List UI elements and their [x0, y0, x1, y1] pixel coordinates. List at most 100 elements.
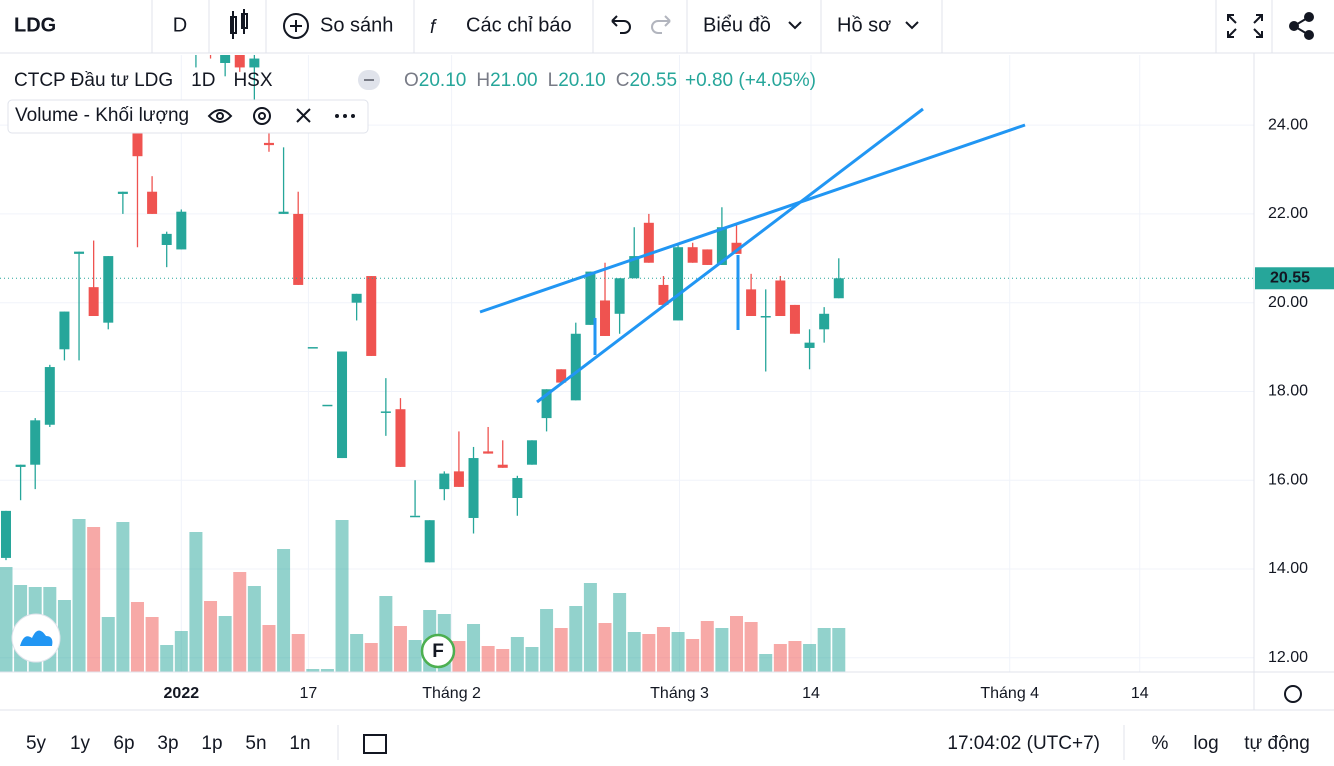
candle-body: [424, 520, 435, 563]
candle-body: [658, 284, 669, 305]
volume-bar: [613, 593, 627, 672]
volume-bar: [393, 626, 407, 672]
compare-icon[interactable]: [283, 13, 309, 39]
settings[interactable]: [1284, 685, 1302, 703]
ohlc-key: L: [548, 70, 559, 91]
candle-body: [643, 222, 654, 263]
candle-body: [263, 142, 274, 146]
candle-body: [103, 256, 114, 323]
volume-bar: [496, 649, 510, 672]
volume-bar: [481, 646, 495, 672]
log-toggle[interactable]: log: [1193, 733, 1218, 754]
auto-toggle[interactable]: tự động: [1244, 733, 1310, 754]
candle-body: [0, 510, 11, 558]
percent-toggle[interactable]: %: [1152, 733, 1169, 754]
redo[interactable]: [651, 15, 671, 34]
volume-bar: [700, 621, 714, 672]
candle-body: [716, 227, 727, 265]
ohlc-legend: O20.10 H21.00 L20.10 C20.55 +0.80 (+4.05%): [404, 70, 816, 91]
logo-cloud: [20, 630, 53, 646]
candle-body: [541, 389, 552, 419]
candle-body: [600, 300, 611, 336]
candle-body: [293, 213, 304, 285]
candle-icon[interactable]: [230, 9, 248, 39]
volume-bar: [277, 549, 291, 672]
candle-body: [512, 478, 523, 498]
candle-body: [629, 256, 640, 279]
range-button[interactable]: 1y: [70, 733, 91, 754]
chevron: [905, 21, 919, 30]
volume-bar: [525, 647, 539, 672]
clock: 17:04:02 (UTC+7): [947, 733, 1100, 754]
volume-bar: [0, 567, 13, 672]
fullscreen[interactable]: [1227, 14, 1263, 38]
candle-body: [132, 129, 143, 157]
volume-bar: [204, 601, 218, 672]
event-marker[interactable]: [420, 633, 456, 669]
candle-body: [44, 367, 55, 425]
volume-bar: [817, 628, 831, 672]
range-button[interactable]: 1p: [201, 733, 222, 754]
volume-bar: [671, 632, 685, 672]
volume-bar: [350, 634, 364, 672]
volume-bar: [247, 586, 261, 672]
volume-bar: [335, 520, 349, 672]
volume-bar: [803, 644, 817, 672]
volume-bar: [379, 596, 393, 672]
candle-body: [322, 404, 333, 407]
interval[interactable]: D: [173, 14, 187, 36]
candle-body: [760, 316, 771, 318]
candle-body: [74, 251, 85, 254]
ohlc-value: 20.55: [629, 70, 677, 91]
candle-body: [702, 249, 713, 265]
volume-bar: [686, 639, 700, 672]
indicators-button[interactable]: Các chỉ báo: [466, 14, 572, 36]
compare-button[interactable]: So sánh: [320, 14, 393, 36]
volume-bar: [72, 519, 86, 672]
share[interactable]: [1289, 12, 1314, 40]
interval: 1D: [191, 70, 215, 91]
candle-body: [366, 276, 377, 356]
candle-body: [453, 471, 464, 487]
volume-bar: [773, 644, 787, 672]
candle-body: [410, 515, 421, 518]
candle-body: [819, 313, 830, 330]
candle-body: [351, 293, 362, 303]
y-tick-label: 12.00: [1268, 649, 1308, 666]
trend-lines[interactable]: [479, 107, 1026, 404]
ohlc-value: 20.10: [419, 70, 467, 91]
range-button[interactable]: 5y: [26, 733, 47, 754]
indicator-icons[interactable]: [207, 107, 311, 125]
candle-body: [88, 287, 99, 317]
ohlc-key: H: [476, 70, 490, 91]
last-price-badge: [1255, 267, 1334, 290]
ohlc-value: 20.10: [558, 70, 606, 91]
candle-body: [585, 271, 596, 325]
range-button[interactable]: 5n: [245, 733, 266, 754]
candle-body: [497, 464, 508, 468]
y-tick-label: 24.00: [1268, 116, 1308, 133]
x-tick-label: Tháng 3: [650, 685, 709, 702]
volume-bar: [87, 527, 101, 672]
candle-body: [673, 247, 684, 321]
date-range-icon[interactable]: [363, 734, 387, 754]
symbol[interactable]: LDG: [14, 14, 56, 36]
y-tick-label: 20.00: [1268, 294, 1308, 311]
volume-bar: [145, 617, 159, 672]
undo[interactable]: [611, 15, 631, 34]
volume-bar: [408, 640, 422, 672]
candle-body: [380, 411, 391, 413]
candle-body: [176, 211, 187, 250]
ohlc-value: 21.00: [490, 70, 538, 91]
range-button[interactable]: 6p: [113, 733, 134, 754]
volume-bar: [101, 617, 115, 672]
range-button[interactable]: 1n: [289, 733, 310, 754]
candle-body: [804, 342, 815, 348]
candle-body: [161, 233, 172, 245]
range-button[interactable]: 3p: [157, 733, 178, 754]
volume-bar: [744, 622, 758, 672]
chart-type-button[interactable]: Biểu đồ: [703, 14, 771, 36]
volume-bar: [759, 654, 773, 672]
profile-button[interactable]: Hồ sơ: [837, 14, 891, 36]
more-icon[interactable]: [335, 114, 355, 118]
